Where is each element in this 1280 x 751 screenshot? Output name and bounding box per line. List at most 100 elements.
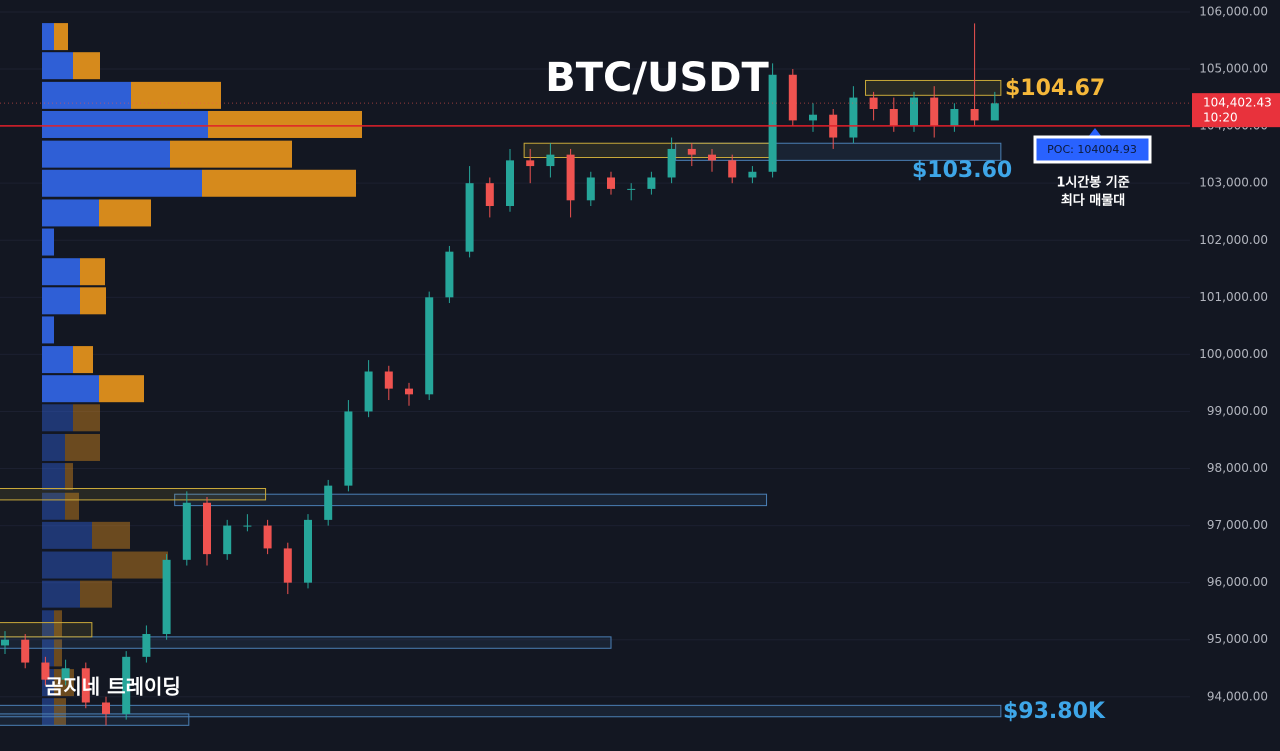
zone-box bbox=[0, 487, 267, 501]
candle-body bbox=[586, 177, 595, 201]
candle-body bbox=[930, 97, 939, 127]
last-price-label: 104,402.43 bbox=[1203, 96, 1272, 110]
y-tick-label: 101,000.00 bbox=[1199, 290, 1268, 304]
profile-sell-bar bbox=[112, 551, 168, 579]
annotation: $93.80K bbox=[1003, 699, 1106, 724]
profile-sell-bar bbox=[73, 346, 93, 374]
note-line: 최다 매물대 bbox=[1061, 193, 1125, 209]
y-tick-label: 106,000.00 bbox=[1199, 4, 1268, 18]
annotation: $104.67 bbox=[1005, 76, 1105, 101]
candle-body bbox=[1, 639, 9, 646]
profile-buy-bar bbox=[42, 521, 92, 549]
y-tick-label: 105,000.00 bbox=[1199, 62, 1268, 76]
profile-buy-bar bbox=[42, 199, 99, 227]
candle-body bbox=[283, 548, 292, 583]
profile-buy-bar bbox=[42, 23, 54, 51]
zone-box bbox=[0, 713, 190, 726]
zone-box bbox=[0, 636, 612, 649]
poc-pointer bbox=[1088, 128, 1102, 137]
candle-body bbox=[708, 154, 716, 161]
candle-body bbox=[667, 148, 676, 178]
profile-sell-bar bbox=[170, 140, 292, 168]
zone-box bbox=[675, 142, 1002, 161]
candle-body bbox=[687, 148, 696, 155]
candle-body bbox=[41, 662, 50, 680]
profile-sell-bar bbox=[202, 169, 356, 197]
y-tick-label: 94,000.00 bbox=[1207, 689, 1268, 703]
candle-body bbox=[21, 639, 30, 663]
zone-box bbox=[0, 704, 1002, 718]
candle-body bbox=[869, 97, 878, 109]
annotation: $103.60 bbox=[912, 158, 1012, 183]
candle-body bbox=[425, 297, 434, 395]
profile-buy-bar bbox=[42, 346, 73, 374]
profile-buy-bar bbox=[42, 316, 54, 344]
candle-body bbox=[768, 74, 777, 172]
candle-body bbox=[607, 177, 615, 189]
profile-sell-bar bbox=[80, 287, 106, 315]
candle-body bbox=[970, 108, 979, 121]
candle-body bbox=[263, 525, 272, 549]
candle-body bbox=[344, 411, 353, 486]
candle-body bbox=[728, 160, 737, 178]
y-tick-label: 103,000.00 bbox=[1199, 176, 1268, 190]
profile-buy-bar bbox=[42, 287, 80, 315]
profile-sell-bar bbox=[80, 580, 112, 608]
candle-body bbox=[889, 108, 898, 127]
zone-box bbox=[0, 622, 93, 638]
profile-buy-bar bbox=[42, 580, 80, 608]
candle-body bbox=[526, 160, 535, 167]
poc-box bbox=[1033, 135, 1152, 164]
y-tick-label: 96,000.00 bbox=[1207, 575, 1268, 589]
zone-box bbox=[523, 142, 772, 159]
profile-buy-bar bbox=[42, 140, 170, 168]
candle-body bbox=[990, 103, 999, 121]
y-tick-label: 98,000.00 bbox=[1207, 461, 1268, 475]
profile-buy-bar bbox=[42, 228, 54, 256]
profile-sell-bar bbox=[80, 258, 105, 286]
profile-buy-bar bbox=[42, 463, 65, 491]
candle-body bbox=[809, 114, 817, 121]
candle-body bbox=[122, 656, 131, 714]
profile-sell-bar bbox=[54, 23, 68, 51]
candle-body bbox=[364, 371, 373, 412]
y-tick-label: 97,000.00 bbox=[1207, 518, 1268, 532]
profile-buy-bar bbox=[42, 258, 80, 286]
candle-body bbox=[627, 188, 636, 190]
candle-body bbox=[182, 502, 191, 560]
candle-body bbox=[647, 177, 656, 189]
candle-body bbox=[81, 668, 90, 703]
candle-body bbox=[465, 183, 474, 252]
profile-sell-bar bbox=[92, 521, 130, 549]
profile-buy-bar bbox=[42, 110, 208, 138]
zone-box bbox=[865, 79, 1002, 96]
candle-body bbox=[142, 634, 151, 657]
profile-buy-bar bbox=[42, 375, 99, 403]
profile-buy-bar bbox=[42, 52, 73, 80]
profile-sell-bar bbox=[73, 52, 100, 80]
candle-body bbox=[162, 559, 171, 635]
poc-label: POC: 104004.93 bbox=[1047, 143, 1137, 156]
profile-buy-bar bbox=[42, 169, 202, 197]
candle-body bbox=[748, 171, 757, 178]
profile-sell-bar bbox=[65, 433, 100, 461]
candle-body bbox=[203, 502, 211, 555]
candle-body bbox=[102, 702, 110, 714]
profile-buy-bar bbox=[42, 610, 54, 638]
candle-body bbox=[445, 251, 454, 298]
last-price-tag bbox=[1192, 93, 1280, 128]
y-tick-label: 99,000.00 bbox=[1207, 404, 1268, 418]
profile-buy-bar bbox=[42, 404, 73, 432]
candle-body bbox=[910, 97, 918, 127]
chart-title: BTC/USDT bbox=[545, 55, 769, 101]
profile-sell-bar bbox=[99, 199, 151, 227]
candle-body bbox=[566, 154, 575, 201]
profile-sell-bar bbox=[65, 463, 73, 491]
profile-sell-bar bbox=[54, 610, 62, 638]
y-tick-label: 95,000.00 bbox=[1207, 632, 1268, 646]
y-tick-label: 102,000.00 bbox=[1199, 233, 1268, 247]
candle-body bbox=[243, 525, 252, 527]
candle-body bbox=[485, 183, 494, 207]
candle-body bbox=[506, 160, 514, 207]
